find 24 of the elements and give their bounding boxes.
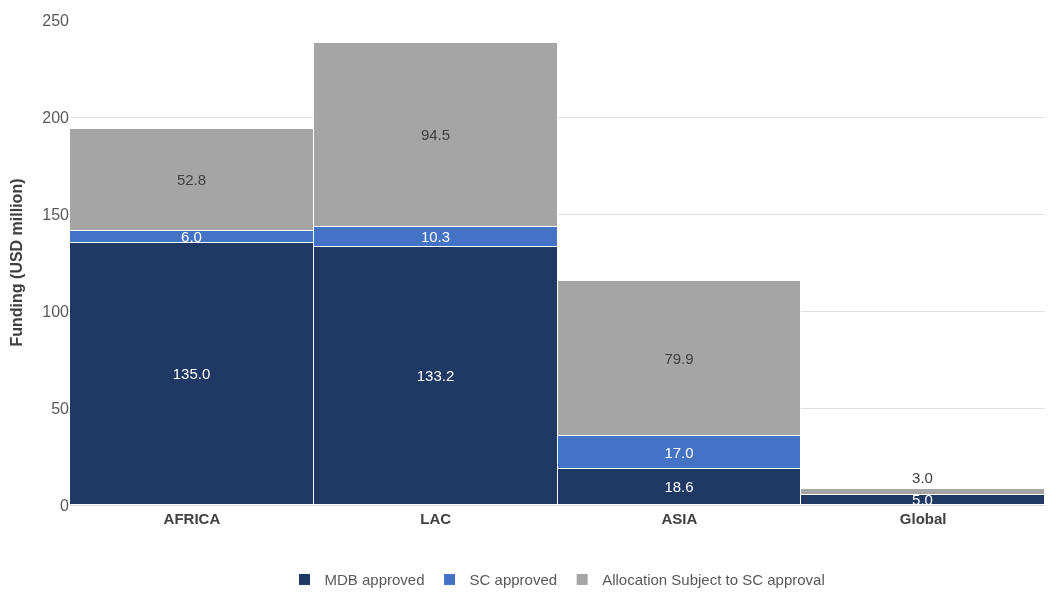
data-label: 6.0 [181,228,202,245]
y-tick-label: 200 [42,108,70,126]
y-axis-title: Funding (USD million) [8,178,26,347]
x-tick-label: LAC [420,510,452,527]
y-tick-label: 250 [42,11,70,29]
x-tick-label: Global [899,510,947,527]
legend-label: SC approved [469,571,558,589]
data-label: 17.0 [664,443,694,461]
x-tick-label: AFRICA [163,510,221,527]
data-label: 135.0 [172,365,211,382]
y-tick-label: 50 [51,399,70,417]
data-label: 133.2 [416,367,455,384]
y-tick-label: 150 [42,205,70,223]
legend-label: MDB approved [324,571,425,589]
data-label: 3.0 [912,468,933,486]
y-tick-label: 0 [60,496,70,514]
legend-label: Allocation Subject to SC approval [602,571,825,589]
y-tick-label: 100 [42,302,70,320]
data-label: 18.6 [664,478,694,495]
data-label: 10.3 [420,228,451,245]
data-label: 79.9 [664,349,694,367]
data-label: 94.5 [420,126,451,143]
x-tick-label: ASIA [661,510,698,527]
data-label: 52.8 [176,171,207,188]
